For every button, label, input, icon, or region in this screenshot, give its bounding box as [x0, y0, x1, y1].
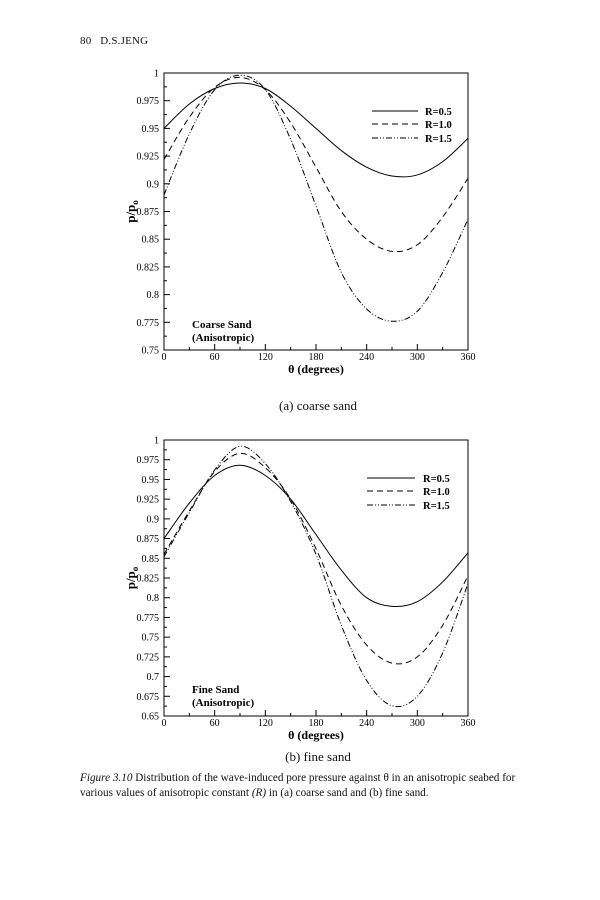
- caption-symbol: (R): [251, 787, 267, 799]
- running-header: 80 D.S.JENG: [80, 35, 148, 47]
- y-tick-label: 0.925: [137, 495, 160, 506]
- subcaption-a: (a) coarse sand: [279, 398, 357, 413]
- series-line-r15: [163, 74, 469, 322]
- x-tick-label: 60: [210, 718, 220, 729]
- x-tick-label: 240: [359, 352, 374, 363]
- y-tick-label: 0.8: [147, 593, 160, 604]
- legend-label: R=1.0: [423, 487, 450, 498]
- series-line-r05: [163, 464, 469, 608]
- y-tick-label: 1: [154, 436, 159, 447]
- y-tick-label: 0.95: [142, 475, 160, 486]
- x-tick-label: 180: [309, 718, 324, 729]
- series-line-r05: [163, 82, 469, 178]
- x-tick-label: 120: [258, 718, 273, 729]
- x-tick-label: 300: [410, 718, 425, 729]
- y-tick-label: 0.725: [137, 652, 160, 663]
- y-tick-label: 0.975: [137, 96, 160, 107]
- y-tick-label: 0.775: [137, 613, 160, 624]
- y-axis-label-subscript: o: [130, 566, 140, 571]
- y-axis-label: p/po: [123, 566, 140, 589]
- author: D.S.JENG: [100, 35, 149, 47]
- y-axis-label: p/po: [123, 200, 140, 223]
- y-tick-label: 0.925: [137, 152, 160, 163]
- y-tick-label: 0.85: [142, 235, 160, 246]
- figure-caption: Figure 3.10 Distribution of the wave-ind…: [80, 771, 525, 801]
- y-tick-label: 0.875: [137, 207, 160, 218]
- legend-label: R=1.0: [425, 120, 452, 131]
- x-tick-label: 240: [359, 718, 374, 729]
- annotation-material: Coarse Sand: [192, 319, 252, 331]
- series-line-r15: [163, 445, 469, 708]
- x-axis-label: θ (degrees): [288, 728, 344, 742]
- x-tick-label: 120: [258, 352, 273, 363]
- y-tick-label: 0.675: [137, 692, 160, 703]
- x-tick-label: 360: [461, 352, 476, 363]
- y-tick-label: 0.9: [147, 179, 160, 190]
- x-tick-label: 360: [461, 718, 476, 729]
- y-tick-label: 0.775: [137, 318, 160, 329]
- annotation-material: Fine Sand: [192, 684, 239, 696]
- y-tick-label: 1: [154, 69, 159, 80]
- y-tick-label: 0.95: [142, 124, 160, 135]
- y-tick-label: 0.9: [147, 514, 160, 525]
- y-tick-label: 0.7: [147, 672, 160, 683]
- y-tick-label: 0.975: [137, 455, 160, 466]
- chart-fine-sand: 0.65 0.675 0.7 0.725 0.75 0.775 0.8 0.825 0.85 0.…: [123, 436, 476, 743]
- plot-frame: [163, 72, 469, 351]
- y-tick-label: 0.825: [137, 574, 160, 585]
- y-tick-label: 0.8: [147, 290, 160, 301]
- x-tick-label: 180: [309, 352, 324, 363]
- y-tick-label: 0.875: [137, 534, 160, 545]
- figure-label: Figure 3.10: [80, 772, 133, 784]
- x-tick-label: 0: [162, 718, 167, 729]
- chart-coarse-sand: 0.75 0.775 0.8 0.825 0.85 0.875 0.9 0.925 0.95 0.…: [123, 69, 476, 377]
- y-tick-label: 0.75: [142, 633, 160, 644]
- x-tick-label: 300: [410, 352, 425, 363]
- series-line-r10: [163, 452, 469, 665]
- x-tick-label: 0: [162, 352, 167, 363]
- legend-label: R=1.5: [425, 134, 452, 145]
- legend-label: R=0.5: [423, 474, 450, 485]
- series-line-r10: [163, 76, 469, 253]
- y-tick-label: 0.75: [142, 346, 160, 357]
- y-axis-label-subscript: o: [130, 200, 140, 205]
- page-number: 80: [80, 35, 92, 47]
- annotation-condition: (Anisotropic): [192, 697, 254, 709]
- subcaption-b: (b) fine sand: [285, 749, 351, 764]
- y-tick-label: 0.825: [137, 262, 160, 273]
- y-tick-label: 0.85: [142, 554, 160, 565]
- legend-label: R=1.5: [423, 501, 450, 512]
- legend-label: R=0.5: [425, 107, 452, 118]
- caption-text-end: in (a) coarse sand and (b) fine sand.: [266, 787, 429, 799]
- x-tick-label: 60: [210, 352, 220, 363]
- caption-text: Distribution of the wave-induced pore pr…: [80, 772, 516, 799]
- y-tick-label: 0.65: [142, 712, 160, 723]
- x-axis-label: θ (degrees): [288, 362, 344, 376]
- annotation-condition: (Anisotropic): [192, 332, 254, 344]
